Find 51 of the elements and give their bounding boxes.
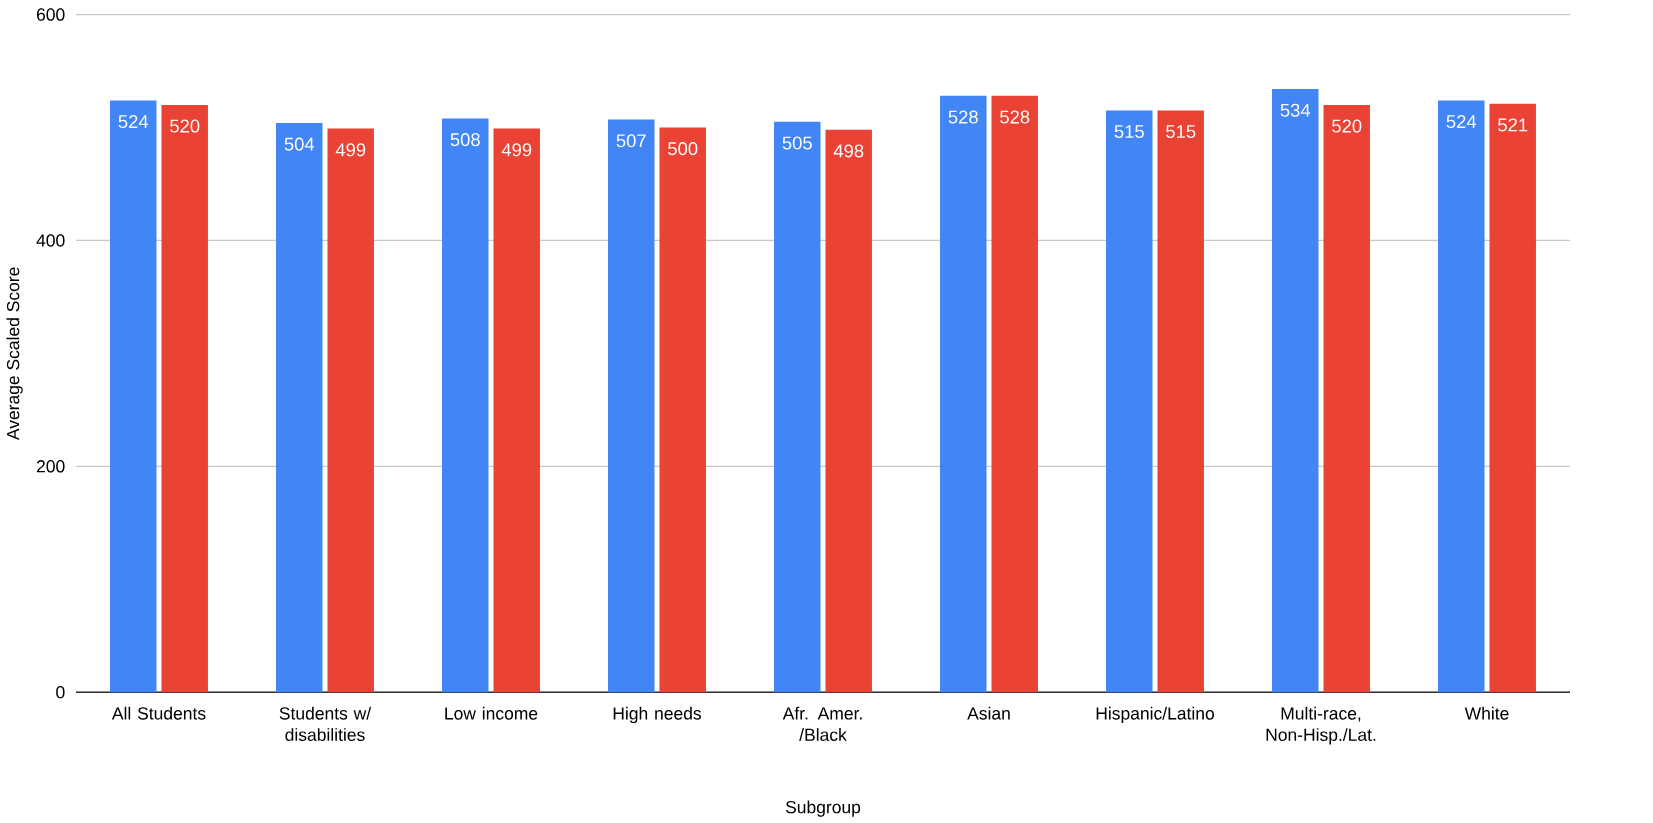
bar: [276, 122, 323, 693]
bar: [327, 128, 374, 693]
x-tick-label: Multi-race, Non-Hisp./Lat.: [1266, 706, 1376, 745]
data-label: 499: [335, 143, 366, 157]
data-label: 528: [1000, 110, 1030, 124]
x-tick-label: Afr. Amer. /Black: [782, 706, 862, 741]
data-label: 520: [170, 119, 200, 133]
x-tick-label: High needs: [613, 706, 702, 723]
bar: [659, 127, 706, 693]
bar: [110, 100, 157, 693]
y-tick-label: 600: [36, 8, 65, 21]
data-label: 520: [1332, 119, 1362, 133]
y-axis-title: Average Scaled Score: [6, 267, 23, 440]
data-label: 507: [616, 134, 646, 148]
bar: [940, 95, 987, 693]
data-label: 528: [948, 110, 978, 124]
y-tick-label: 200: [36, 459, 65, 473]
data-label: 521: [1498, 118, 1528, 132]
bar: [1489, 103, 1536, 693]
data-label: 499: [501, 143, 532, 157]
data-label: 515: [1166, 125, 1196, 138]
bar: [493, 128, 540, 693]
data-label: 515: [1114, 125, 1144, 138]
data-label: 508: [450, 132, 480, 147]
bar: [774, 121, 821, 693]
data-label: 534: [1280, 103, 1311, 117]
data-label: 498: [833, 144, 864, 158]
x-tick-label: White: [1464, 706, 1509, 720]
data-label: 524: [118, 114, 149, 128]
bar: [608, 119, 655, 693]
x-tick-label: Asian: [967, 706, 1010, 720]
x-tick-label: Low income: [445, 706, 538, 720]
data-label: 500: [668, 142, 698, 156]
bar: [1106, 110, 1153, 693]
bar: [991, 95, 1038, 693]
data-label: 524: [1446, 114, 1477, 128]
bar: [1157, 110, 1204, 693]
x-axis-title: Subgroup: [785, 800, 861, 817]
bar: [1438, 100, 1485, 693]
x-tick-label: All Students: [111, 706, 206, 720]
y-tick-label: 0: [56, 685, 65, 699]
data-label: 504: [284, 137, 315, 151]
bar: [825, 129, 872, 693]
x-tick-label: Hispanic/Latino: [1096, 706, 1214, 723]
bar: [442, 118, 489, 693]
bar: [161, 104, 208, 693]
x-tick-label: Students w/ disabilities: [279, 706, 372, 741]
bar: [1323, 104, 1370, 693]
bar: [1272, 88, 1319, 693]
data-label: 505: [782, 136, 812, 150]
y-tick-label: 400: [36, 234, 65, 247]
